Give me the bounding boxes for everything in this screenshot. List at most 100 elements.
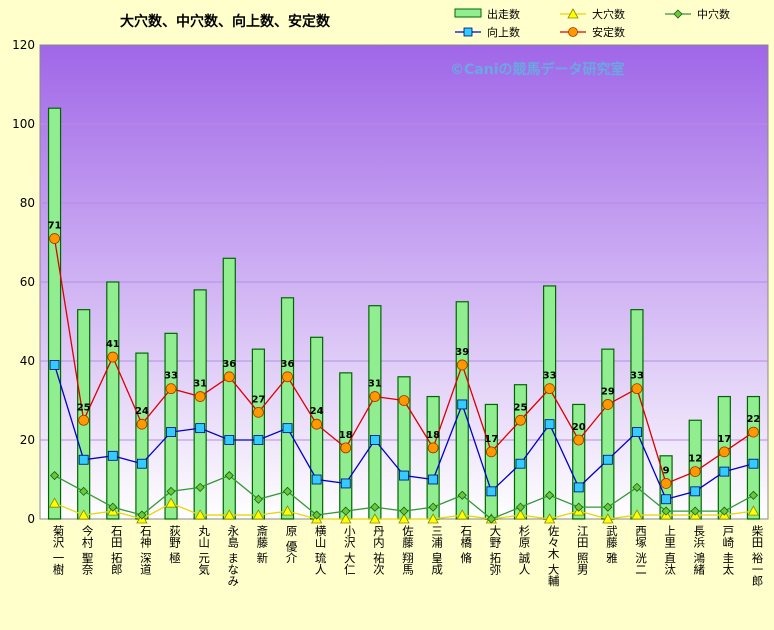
bar bbox=[455, 301, 469, 520]
point bbox=[78, 509, 90, 520]
point bbox=[456, 509, 468, 520]
x-tick-label: 石田 拓郎 bbox=[110, 525, 124, 575]
point bbox=[340, 513, 352, 524]
data-label: 36 bbox=[281, 359, 295, 370]
point bbox=[748, 490, 759, 500]
point bbox=[427, 442, 439, 454]
x-tick-label: 大野 拓弥 bbox=[488, 524, 502, 575]
point bbox=[78, 454, 89, 465]
point bbox=[195, 423, 206, 434]
x-tick-label: 丸山 元気 bbox=[197, 525, 211, 575]
bar bbox=[746, 395, 761, 520]
point bbox=[719, 466, 730, 477]
legend-marker bbox=[463, 27, 473, 37]
point bbox=[252, 509, 265, 520]
bar bbox=[135, 352, 149, 520]
point bbox=[631, 509, 643, 520]
chart-title: 大穴数、中穴数、向上数、安定数 bbox=[120, 13, 331, 30]
point bbox=[253, 494, 263, 504]
data-label: 20 bbox=[572, 422, 586, 433]
bar bbox=[426, 395, 440, 520]
x-tick-label: 佐藤 翔馬 bbox=[401, 524, 415, 575]
x-tick-label: 丹内 祐次 bbox=[372, 525, 386, 575]
point bbox=[49, 470, 60, 481]
point bbox=[223, 371, 235, 383]
bar bbox=[484, 403, 498, 520]
point bbox=[399, 470, 409, 481]
point bbox=[79, 486, 89, 496]
point bbox=[544, 383, 555, 395]
point bbox=[399, 506, 409, 516]
point bbox=[603, 502, 613, 512]
point bbox=[632, 427, 642, 438]
point bbox=[719, 506, 729, 516]
point bbox=[107, 351, 119, 363]
point bbox=[253, 435, 264, 445]
point bbox=[515, 502, 526, 512]
point bbox=[166, 427, 176, 438]
x-tick-label: 武藤 雅 bbox=[605, 525, 619, 563]
point bbox=[748, 426, 759, 438]
bar bbox=[368, 305, 382, 520]
x-tick-label: 長浜 鴻緒 bbox=[692, 525, 706, 575]
point bbox=[486, 514, 496, 524]
bar bbox=[47, 107, 62, 520]
data-label: 17 bbox=[717, 434, 731, 445]
x-tick-label: 戸崎 圭太 bbox=[721, 525, 735, 575]
point bbox=[137, 510, 147, 520]
data-label: 24 bbox=[135, 406, 149, 417]
point bbox=[252, 406, 264, 418]
point bbox=[340, 442, 352, 454]
point bbox=[48, 497, 61, 508]
data-label: 39 bbox=[455, 347, 469, 358]
point bbox=[690, 486, 701, 497]
point bbox=[166, 486, 176, 496]
point bbox=[573, 434, 585, 446]
legend-label: 安定数 bbox=[592, 25, 625, 39]
data-label: 17 bbox=[484, 434, 498, 445]
point bbox=[544, 419, 555, 430]
point bbox=[631, 383, 643, 395]
point bbox=[428, 474, 439, 485]
x-tick-label: 荻野 極 bbox=[168, 525, 182, 563]
point bbox=[398, 513, 410, 524]
y-tick-label: 40 bbox=[20, 354, 35, 368]
data-label: 33 bbox=[164, 371, 178, 382]
data-label: 27 bbox=[251, 394, 265, 405]
data-label: 33 bbox=[543, 371, 557, 382]
point bbox=[165, 383, 177, 395]
data-label: 9 bbox=[663, 465, 670, 476]
point bbox=[108, 502, 118, 512]
data-label: 25 bbox=[77, 402, 91, 413]
point bbox=[195, 482, 205, 492]
data-label: 12 bbox=[688, 454, 702, 465]
point bbox=[311, 418, 323, 430]
point bbox=[312, 510, 322, 520]
point bbox=[49, 360, 60, 370]
point bbox=[224, 435, 235, 445]
point bbox=[660, 478, 672, 489]
watermark: ©Caniの競馬データ研究室 bbox=[450, 61, 625, 78]
x-tick-label: 石神 深道 bbox=[139, 525, 153, 575]
bar bbox=[717, 395, 731, 520]
x-tick-label: 原 優介 bbox=[285, 525, 299, 563]
point bbox=[456, 359, 468, 371]
legend-label: 大穴数 bbox=[592, 7, 625, 21]
data-label: 71 bbox=[48, 221, 62, 232]
data-label: 33 bbox=[630, 371, 644, 382]
x-tick-label: 今村 聖奈 bbox=[81, 524, 95, 575]
legend-marker bbox=[567, 8, 579, 19]
point bbox=[311, 474, 322, 485]
bar bbox=[280, 297, 295, 520]
point bbox=[485, 446, 497, 458]
legend-box bbox=[446, 4, 764, 40]
data-label: 36 bbox=[222, 359, 236, 370]
legend-label: 出走数 bbox=[487, 7, 520, 21]
bar bbox=[164, 332, 178, 520]
point bbox=[107, 450, 118, 461]
point bbox=[282, 423, 293, 434]
gridlines bbox=[40, 123, 768, 441]
point bbox=[369, 513, 381, 524]
point bbox=[194, 391, 206, 402]
